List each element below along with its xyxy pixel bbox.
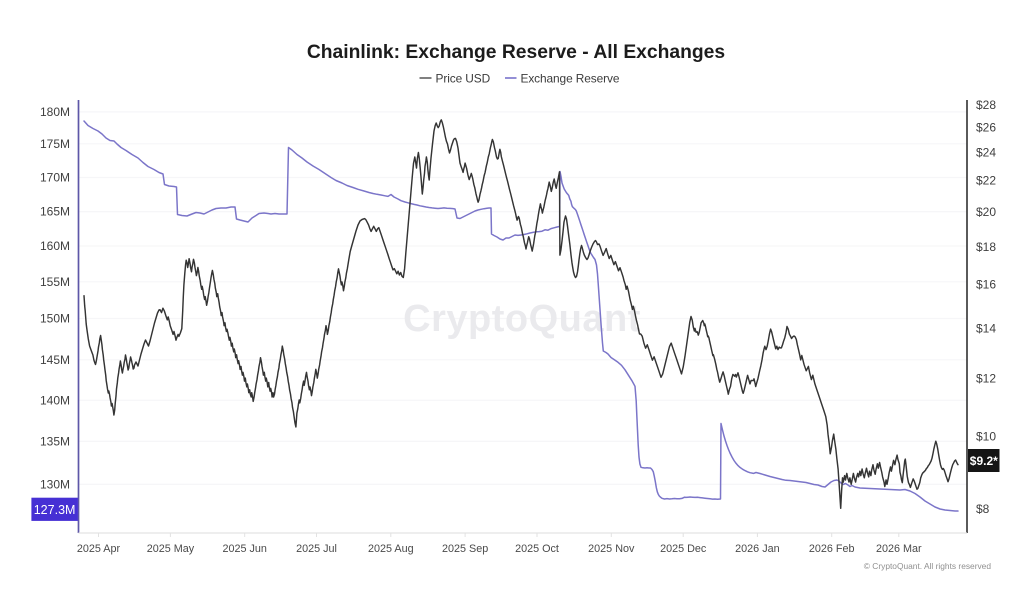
svg-text:127.3M: 127.3M bbox=[34, 503, 76, 517]
svg-text:$24: $24 bbox=[976, 146, 996, 160]
svg-text:$18: $18 bbox=[976, 240, 996, 254]
svg-text:$20: $20 bbox=[976, 205, 996, 219]
svg-text:2025 May: 2025 May bbox=[147, 543, 195, 555]
svg-text:2025 Dec: 2025 Dec bbox=[660, 543, 707, 555]
svg-text:$12: $12 bbox=[976, 372, 996, 386]
svg-text:170M: 170M bbox=[40, 171, 70, 185]
svg-text:$28: $28 bbox=[976, 98, 996, 112]
svg-text:$16: $16 bbox=[976, 278, 996, 292]
svg-text:Price USD: Price USD bbox=[436, 71, 491, 85]
svg-text:CryptoQuant: CryptoQuant bbox=[403, 298, 641, 340]
svg-text:$22: $22 bbox=[976, 174, 996, 188]
svg-text:$26: $26 bbox=[976, 121, 996, 135]
svg-text:175M: 175M bbox=[40, 137, 70, 151]
svg-text:2025 Oct: 2025 Oct bbox=[515, 543, 559, 555]
svg-text:130M: 130M bbox=[40, 477, 70, 491]
svg-text:2025 Aug: 2025 Aug bbox=[368, 543, 414, 555]
svg-text:135M: 135M bbox=[40, 434, 70, 448]
svg-text:2026 Mar: 2026 Mar bbox=[876, 543, 922, 555]
svg-text:Chainlink: Exchange Reserve -: Chainlink: Exchange Reserve - All Exchan… bbox=[307, 42, 725, 63]
svg-text:Exchange Reserve: Exchange Reserve bbox=[521, 71, 620, 85]
svg-text:2025 Jun: 2025 Jun bbox=[222, 543, 266, 555]
svg-text:$9.2*: $9.2* bbox=[970, 454, 998, 468]
svg-text:2025 Sep: 2025 Sep bbox=[442, 543, 488, 555]
svg-text:140M: 140M bbox=[40, 393, 70, 407]
svg-text:2025 Nov: 2025 Nov bbox=[588, 543, 635, 555]
svg-text:155M: 155M bbox=[40, 275, 70, 289]
svg-text:160M: 160M bbox=[40, 239, 70, 253]
svg-text:180M: 180M bbox=[40, 105, 70, 119]
svg-text:145M: 145M bbox=[40, 353, 70, 367]
svg-text:© CryptoQuant. All rights rese: © CryptoQuant. All rights reserved bbox=[864, 561, 992, 571]
svg-text:2025 Jul: 2025 Jul bbox=[296, 543, 337, 555]
svg-text:$8: $8 bbox=[976, 502, 990, 516]
svg-text:2026 Jan: 2026 Jan bbox=[735, 543, 779, 555]
svg-text:$10: $10 bbox=[976, 430, 996, 444]
svg-text:$14: $14 bbox=[976, 322, 996, 336]
svg-text:2025 Apr: 2025 Apr bbox=[77, 543, 121, 555]
svg-text:150M: 150M bbox=[40, 312, 70, 326]
svg-text:165M: 165M bbox=[40, 205, 70, 219]
svg-text:2026 Feb: 2026 Feb bbox=[809, 543, 855, 555]
